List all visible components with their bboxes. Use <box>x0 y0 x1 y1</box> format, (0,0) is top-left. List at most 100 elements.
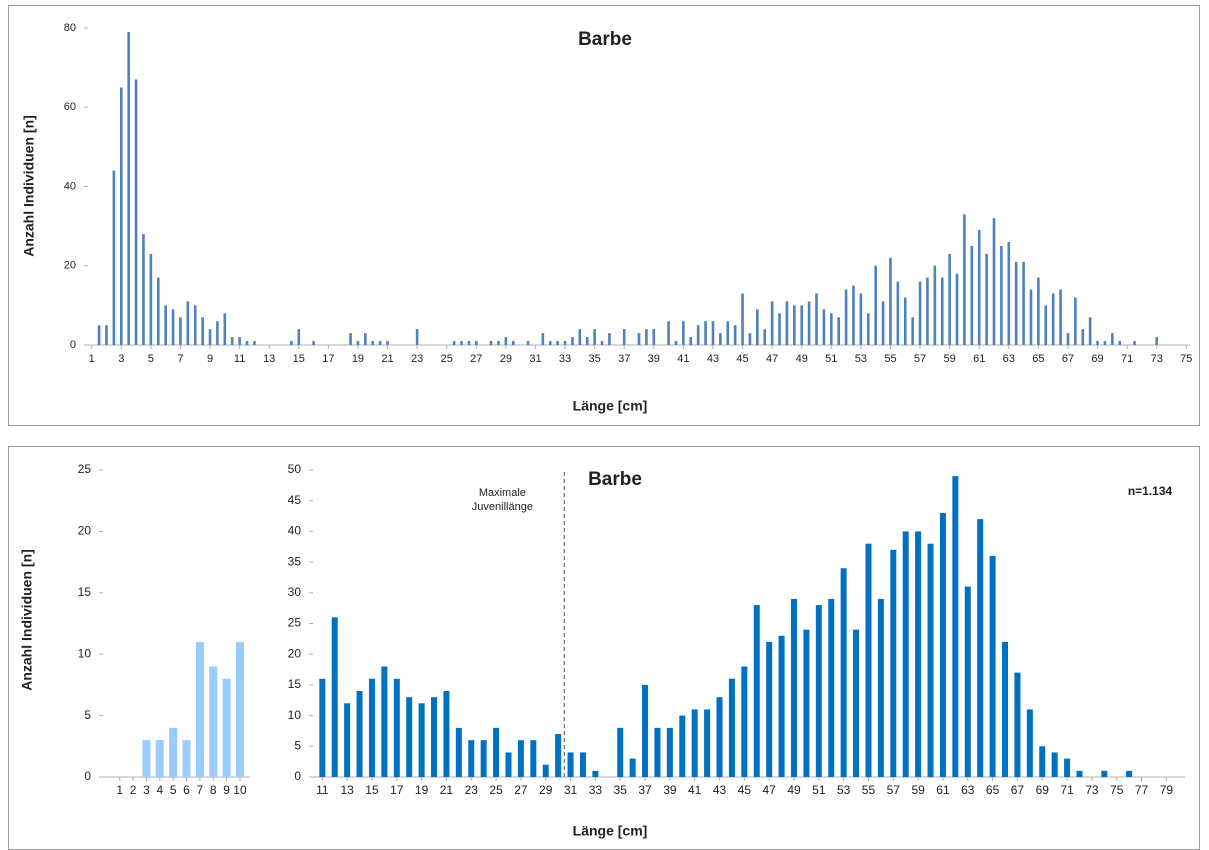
bar <box>344 703 351 777</box>
bar <box>381 666 388 777</box>
bar <box>517 740 524 777</box>
bar <box>253 341 256 345</box>
bar <box>563 341 567 345</box>
bar <box>208 329 212 345</box>
x-tick-label: 43 <box>707 353 719 365</box>
bar <box>504 337 508 345</box>
x-tick-label: 63 <box>1003 353 1015 365</box>
y-tick-label: 50 <box>288 462 302 476</box>
x-tick-label: 5 <box>170 783 177 797</box>
bar <box>763 329 767 345</box>
x-tick-label: 11 <box>234 353 245 365</box>
bar <box>593 329 596 345</box>
bar <box>386 341 389 345</box>
x-tick-label: 33 <box>589 783 603 797</box>
bar <box>171 309 175 345</box>
x-tick-label: 67 <box>1062 353 1074 365</box>
x-tick-label: 73 <box>1151 353 1163 365</box>
x-tick-label: 29 <box>500 353 512 365</box>
x-tick-label: 53 <box>855 353 867 365</box>
bar <box>964 586 971 777</box>
bar <box>1103 341 1107 345</box>
bar <box>756 309 759 345</box>
bar <box>903 297 907 345</box>
bar <box>455 727 462 777</box>
bar <box>371 341 375 345</box>
x-tick-label: 7 <box>177 353 183 365</box>
x-tick-label: 69 <box>1091 353 1103 365</box>
bar <box>209 666 218 777</box>
bar <box>785 301 789 345</box>
x-tick-label: 7 <box>197 783 204 797</box>
bar <box>230 337 234 345</box>
bar <box>741 293 744 345</box>
bar <box>105 325 108 345</box>
y-tick-label: 0 <box>294 769 301 783</box>
bar <box>319 678 326 777</box>
bar <box>548 341 552 345</box>
bar <box>119 87 123 345</box>
bar <box>992 218 996 345</box>
x-tick-label: 9 <box>207 353 213 365</box>
bar <box>837 317 840 345</box>
bar <box>1014 672 1021 777</box>
bar <box>1076 770 1083 777</box>
x-tick-label: 49 <box>796 353 808 365</box>
y-tick-label: 40 <box>288 524 302 538</box>
x-tick-label: 31 <box>529 353 541 365</box>
y-tick-label: 0 <box>84 769 91 783</box>
y-tick-label: 0 <box>70 339 76 351</box>
bar <box>719 333 722 345</box>
x-tick-label: 45 <box>738 783 752 797</box>
x-tick-label: 13 <box>340 783 354 797</box>
bar <box>674 341 678 345</box>
note: n=1.134 <box>1128 484 1173 498</box>
bar <box>1002 641 1009 777</box>
x-tick-label: 61 <box>973 353 985 365</box>
x-tick-label: 41 <box>677 353 689 365</box>
bar <box>556 341 559 345</box>
bar <box>770 301 774 345</box>
bar <box>852 285 855 345</box>
bar <box>807 301 811 345</box>
x-tick-label: 59 <box>944 353 956 365</box>
bar <box>1044 305 1048 345</box>
x-tick-label: 55 <box>862 783 876 797</box>
x-tick-label: 19 <box>352 353 364 365</box>
bar <box>542 764 549 777</box>
bar <box>467 341 471 345</box>
bar <box>803 629 810 777</box>
bar <box>493 727 500 777</box>
bar <box>890 549 897 777</box>
x-tick-label: 65 <box>986 783 1000 797</box>
bar <box>1000 245 1003 345</box>
x-tick-label: 21 <box>381 353 393 365</box>
x-tick-label: 39 <box>663 783 677 797</box>
bar <box>585 337 589 345</box>
bar <box>844 289 848 345</box>
bar <box>629 758 636 777</box>
bar <box>297 329 301 345</box>
x-tick-label: 71 <box>1121 353 1133 365</box>
bar <box>600 341 604 345</box>
bar <box>1081 329 1085 345</box>
bar <box>468 740 475 777</box>
bar <box>617 727 624 777</box>
bar <box>368 678 375 777</box>
bar <box>526 341 530 345</box>
bar <box>201 317 204 345</box>
bar <box>877 598 884 777</box>
bar <box>704 321 707 345</box>
y-tick-label: 25 <box>288 616 302 630</box>
bar <box>530 740 537 777</box>
bar <box>911 317 914 345</box>
bar <box>356 341 360 345</box>
bar <box>1155 337 1159 345</box>
x-tick-label: 10 <box>233 783 247 797</box>
bar <box>393 678 400 777</box>
x-tick-label: 15 <box>365 783 379 797</box>
x-tick-label: 73 <box>1085 783 1099 797</box>
y-tick-label: 35 <box>288 554 302 568</box>
x-tick-label: 31 <box>564 783 578 797</box>
x-tick-label: 27 <box>514 783 528 797</box>
